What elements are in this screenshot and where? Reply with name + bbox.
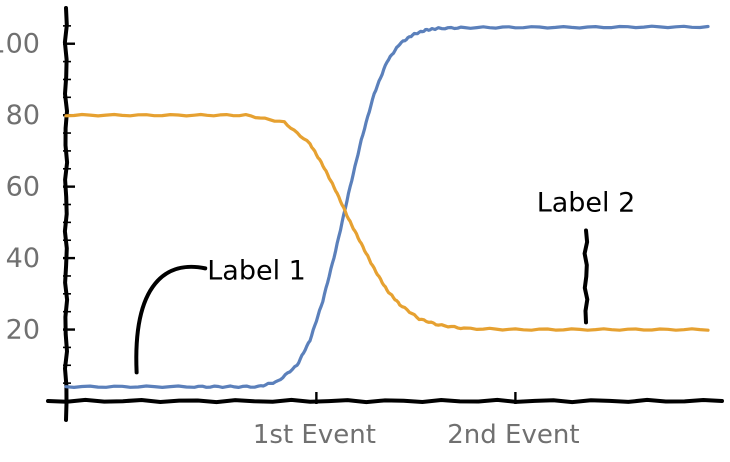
annotation-pointer-1 [134, 264, 208, 375]
y-tick-label: 80 [6, 100, 40, 131]
series-line-2 [64, 112, 710, 332]
annotation-label-2: Label 2 [537, 188, 636, 219]
annotation-pointer-2 [582, 228, 590, 325]
annotations: Label 1 Label 2 [134, 188, 636, 375]
annotation-label-1: Label 1 [207, 255, 306, 286]
x-tick-label: 1st Event [253, 420, 376, 450]
y-tick-label: 20 [6, 315, 40, 346]
y-tick-label: 60 [6, 172, 40, 203]
x-ticks: 1st Event 2nd Event [253, 392, 580, 450]
axes [46, 6, 724, 422]
y-axis-line [62, 6, 70, 422]
series-lines [64, 24, 710, 389]
x-tick-label: 2nd Event [447, 420, 579, 450]
x-axis-line [46, 397, 724, 405]
y-tick-label: 40 [6, 243, 40, 274]
y-tick-label: 100 [0, 29, 40, 60]
series-line-1 [64, 24, 710, 389]
y-ticks: 20 40 60 80 100 [0, 25, 75, 402]
